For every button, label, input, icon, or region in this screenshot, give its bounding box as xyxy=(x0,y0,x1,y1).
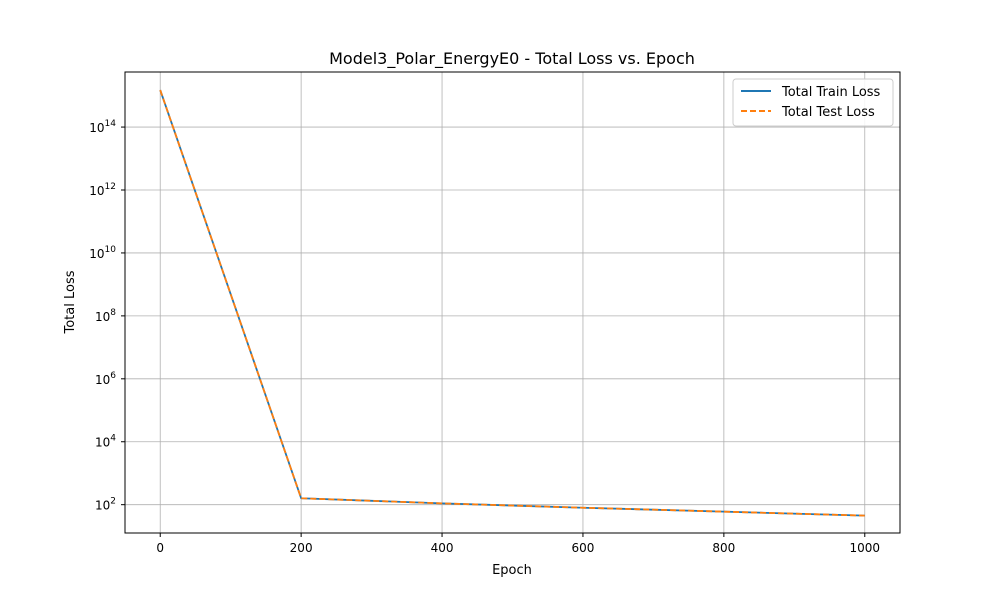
chart-title: Model3_Polar_EnergyE0 - Total Loss vs. E… xyxy=(329,49,695,69)
y-tick-label: 106 xyxy=(95,371,116,387)
grid-lines xyxy=(125,72,900,533)
y-tick-label: 1012 xyxy=(89,182,116,198)
axes-frame xyxy=(124,71,901,534)
legend: Total Train Loss Total Test Loss xyxy=(732,78,894,127)
y-axis-label: Total Loss xyxy=(63,270,78,334)
x-tick-label: 800 xyxy=(712,541,735,555)
y-tick-label: 102 xyxy=(95,497,116,513)
legend-test-label: Total Test Loss xyxy=(781,105,875,120)
x-tick-label: 0 xyxy=(156,541,164,555)
x-tick-label: 400 xyxy=(431,541,454,555)
series-lines xyxy=(159,89,865,517)
series-test-line xyxy=(159,89,865,517)
y-tick-label: 1014 xyxy=(89,119,116,135)
x-tick-label: 600 xyxy=(572,541,595,555)
legend-train-label: Total Train Loss xyxy=(781,85,881,100)
y-tick-label: 1010 xyxy=(89,245,116,261)
legend-box xyxy=(732,78,894,127)
x-axis-label: Epoch xyxy=(492,563,532,578)
x-tick-label: 1000 xyxy=(849,541,880,555)
axis-ticks: 0 200 400 600 800 1000 102 104 106 108 1010 1012 101… xyxy=(89,119,880,555)
x-tick-label: 200 xyxy=(290,541,313,555)
y-tick-label: 108 xyxy=(95,308,116,324)
y-tick-label: 104 xyxy=(95,434,116,450)
